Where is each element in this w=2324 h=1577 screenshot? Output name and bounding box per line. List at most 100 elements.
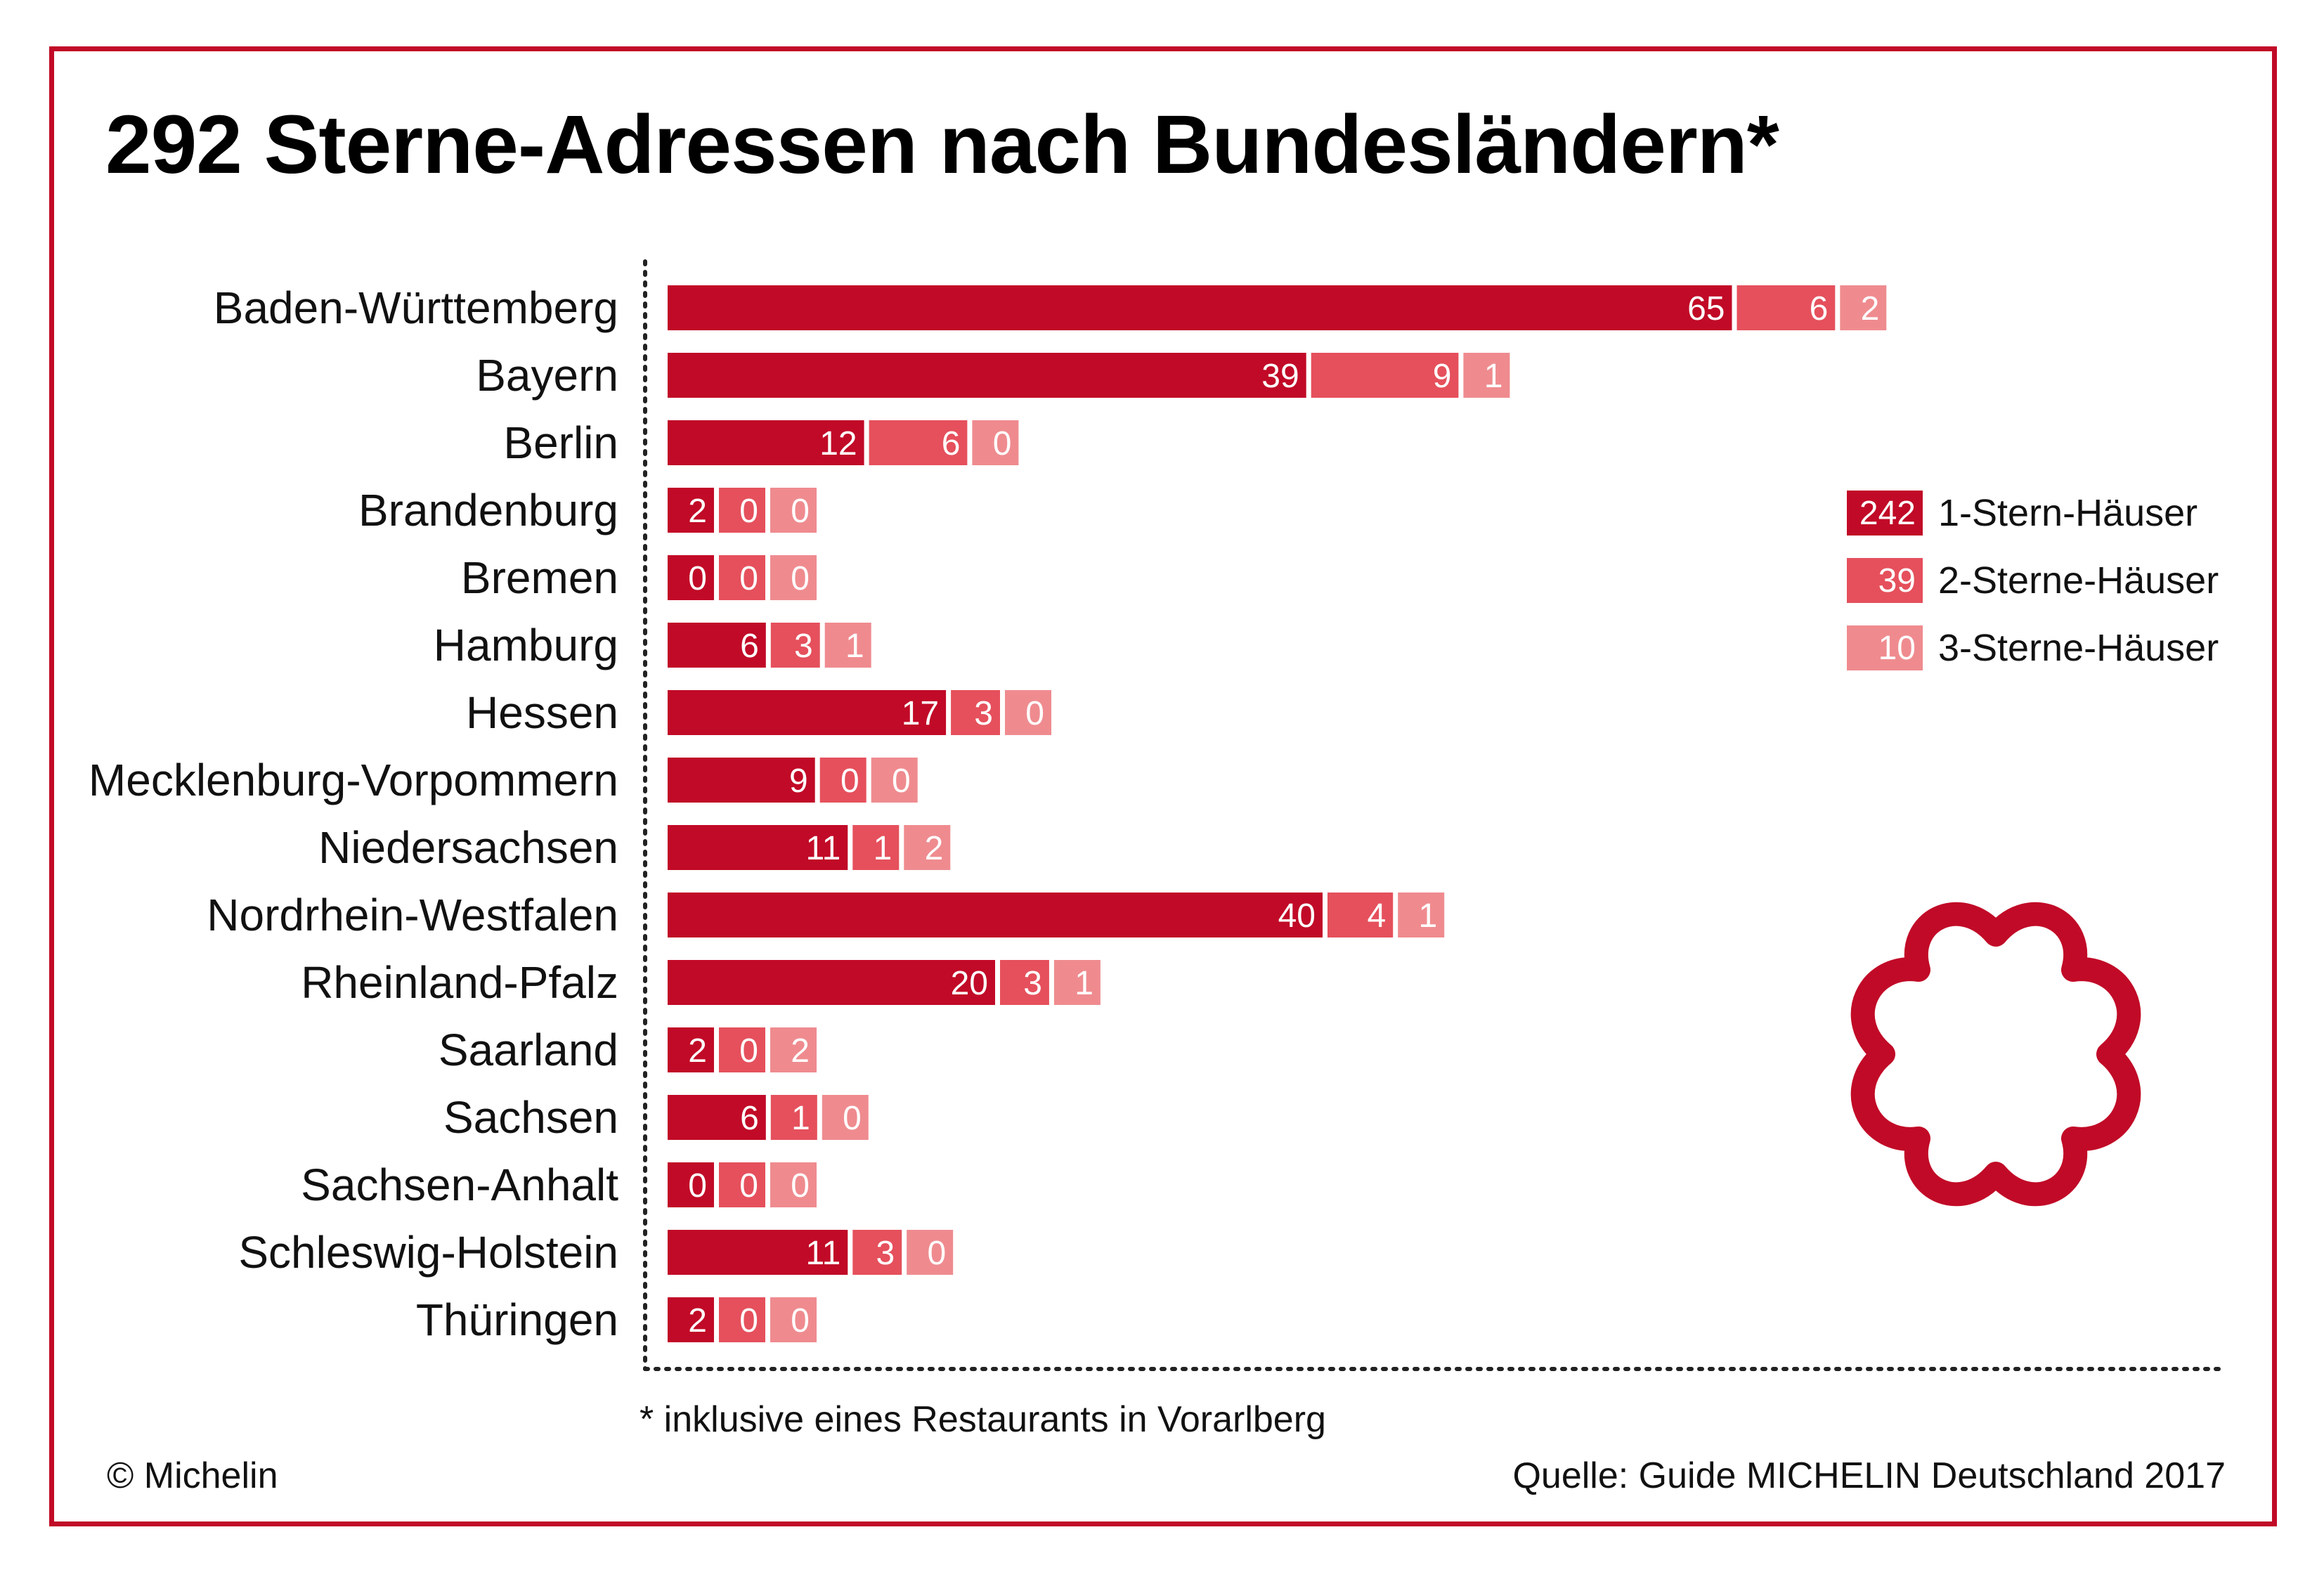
bar-segment xyxy=(668,623,766,668)
footnote: * inklusive eines Restaurants in Vorarlb… xyxy=(640,1399,1326,1440)
data-label: 0 xyxy=(739,1167,758,1205)
data-label: 6 xyxy=(740,628,759,665)
category-label: Niedersachsen xyxy=(318,822,618,873)
category-label: Saarland xyxy=(439,1025,618,1075)
legend-item-one-star: 242 1-Stern-Häuser xyxy=(1847,491,2219,536)
bar-segment xyxy=(770,1162,817,1207)
frame-border xyxy=(49,46,2277,1526)
bar-segment xyxy=(869,420,968,465)
bar-segment xyxy=(668,1162,714,1207)
legend-swatch-three-stars: 10 xyxy=(1847,625,1923,670)
bar-segment xyxy=(770,623,820,668)
data-label: 0 xyxy=(688,560,707,597)
data-label: 0 xyxy=(927,1235,946,1272)
category-label: Sachsen xyxy=(443,1092,618,1143)
data-label: 20 xyxy=(951,965,988,1002)
data-label: 0 xyxy=(993,425,1012,462)
bar-segment xyxy=(1463,353,1510,398)
data-label: 1 xyxy=(874,830,892,867)
bar-segment xyxy=(852,1230,902,1275)
category-label: Bremen xyxy=(461,552,618,603)
bar-segment xyxy=(770,1027,817,1072)
data-label: 3 xyxy=(1023,965,1042,1002)
data-label: 0 xyxy=(892,762,911,800)
category-label: Hamburg xyxy=(434,620,618,670)
data-label: 2 xyxy=(925,830,944,867)
bar-segment xyxy=(668,825,848,870)
data-label: 4 xyxy=(1367,897,1386,935)
bar-segment xyxy=(668,960,995,1005)
data-label: 3 xyxy=(974,695,993,732)
bar-segment xyxy=(668,488,714,533)
legend-swatch-two-stars: 39 xyxy=(1847,558,1923,603)
bar-segment xyxy=(719,1027,765,1072)
data-label: 6 xyxy=(942,425,961,462)
legend-label-two-stars: 2-Sterne-Häuser xyxy=(1938,559,2219,602)
bar-segment xyxy=(770,1095,817,1140)
category-label: Nordrhein-Westfalen xyxy=(207,890,618,940)
data-label: 2 xyxy=(688,1302,707,1339)
category-label: Bayern xyxy=(476,350,618,401)
category-label: Hessen xyxy=(466,687,618,738)
bar-segment xyxy=(871,758,918,803)
legend-swatch-one-star: 242 xyxy=(1847,491,1923,536)
data-label: 9 xyxy=(1433,358,1452,395)
data-label: 0 xyxy=(840,762,859,800)
chart-title: 292 Sterne-Adressen nach Bundesländern* xyxy=(105,98,1779,191)
data-label: 0 xyxy=(739,1302,758,1339)
bar-segment xyxy=(668,758,815,803)
bar-segment xyxy=(822,1095,869,1140)
data-label: 0 xyxy=(739,1032,758,1070)
data-label: 39 xyxy=(1261,358,1299,395)
data-label: 11 xyxy=(805,830,840,867)
category-label: Thüringen xyxy=(416,1294,618,1345)
data-label: 1 xyxy=(1075,965,1093,1002)
michelin-star-icon xyxy=(1850,902,2141,1207)
data-label: 1 xyxy=(791,1100,810,1137)
data-label: 6 xyxy=(740,1100,759,1137)
data-label: 0 xyxy=(791,1302,810,1339)
bar-segment xyxy=(668,1095,766,1140)
bar-segment xyxy=(668,555,714,600)
bar-segment xyxy=(719,1162,765,1207)
bar-segment xyxy=(951,690,1000,735)
bar-segment xyxy=(1398,893,1445,937)
bar-segment xyxy=(1053,960,1101,1005)
source-note: Quelle: Guide MICHELIN Deutschland 2017 xyxy=(1512,1455,2226,1496)
bar-segment xyxy=(824,623,871,668)
bar-segment xyxy=(770,1297,817,1342)
data-label: 12 xyxy=(819,425,857,462)
data-label: 0 xyxy=(739,493,758,530)
data-label: 17 xyxy=(902,695,939,732)
data-label: 0 xyxy=(843,1100,862,1137)
bar-segment xyxy=(770,488,817,533)
bar-segment xyxy=(668,353,1306,398)
category-label: Rheinland-Pfalz xyxy=(301,957,618,1008)
data-label: 2 xyxy=(688,1032,707,1070)
bar-segment xyxy=(668,1297,714,1342)
bar-segment xyxy=(668,1027,714,1072)
data-label: 65 xyxy=(1687,290,1725,327)
data-label: 6 xyxy=(1810,290,1829,327)
data-label: 0 xyxy=(791,493,810,530)
category-label: Berlin xyxy=(503,417,618,468)
data-label: 3 xyxy=(876,1235,895,1272)
data-label: 0 xyxy=(688,1167,707,1205)
category-label: Baden-Württemberg xyxy=(214,283,618,333)
bar-segment xyxy=(904,825,951,870)
data-label: 0 xyxy=(1025,695,1044,732)
bar-segment xyxy=(907,1230,954,1275)
category-label: Brandenburg xyxy=(358,485,618,536)
legend: 242 1-Stern-Häuser 39 2-Sterne-Häuser 10… xyxy=(1847,491,2219,693)
bar-segment xyxy=(1005,690,1051,735)
data-label: 9 xyxy=(789,762,808,800)
data-label: 0 xyxy=(791,1167,810,1205)
data-label: 1 xyxy=(1484,358,1503,395)
legend-item-two-stars: 39 2-Sterne-Häuser xyxy=(1847,558,2219,603)
bar-segment xyxy=(668,690,947,735)
data-label: 0 xyxy=(791,560,810,597)
bar-segment xyxy=(770,555,817,600)
bar-segment xyxy=(1840,285,1887,330)
bar-segment xyxy=(1311,353,1459,398)
category-label: Schleswig-Holstein xyxy=(238,1227,618,1278)
